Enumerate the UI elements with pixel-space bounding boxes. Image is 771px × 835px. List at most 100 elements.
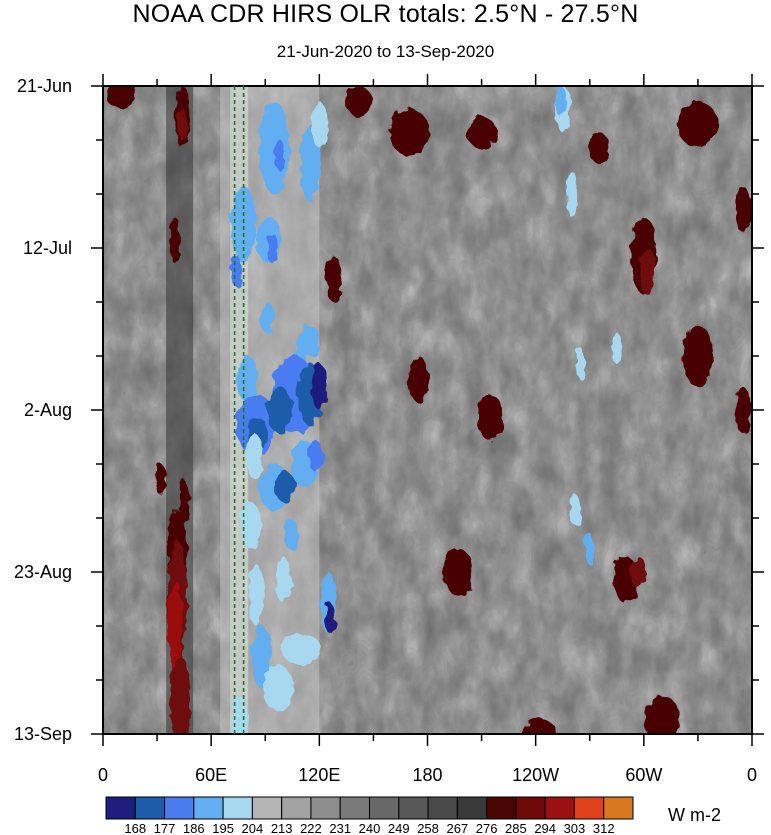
x-tick-label: 120E xyxy=(298,765,340,785)
colorbar-swatch xyxy=(544,796,575,820)
x-tick-label: 180 xyxy=(412,765,442,785)
high-olr-patch xyxy=(346,86,372,117)
chart-title: NOAA CDR HIRS OLR totals: 2.5°N - 27.5°N xyxy=(132,0,639,28)
y-tick-label: 2-Aug xyxy=(24,400,72,420)
low-olr-patch xyxy=(275,556,291,603)
low-olr-patch xyxy=(570,494,581,526)
colorbar-label: 222 xyxy=(300,821,322,835)
x-tick-label: 120W xyxy=(512,765,559,785)
colorbar-label: 294 xyxy=(534,821,556,835)
low-olr-patch xyxy=(308,440,324,472)
low-olr-patch xyxy=(262,664,294,711)
low-olr-patch xyxy=(311,101,327,148)
x-tick-label: 0 xyxy=(747,765,757,785)
high-olr-patch xyxy=(105,86,137,110)
high-olr-patch xyxy=(167,579,183,673)
high-olr-patch xyxy=(179,479,190,526)
y-tick-label: 13-Sep xyxy=(14,724,72,744)
colorbar-label: 249 xyxy=(388,821,410,835)
colorbar-swatch xyxy=(281,796,312,820)
colorbar-swatch xyxy=(164,796,195,820)
colorbar-swatch xyxy=(603,796,634,820)
colorbar-swatch xyxy=(105,796,136,820)
olr-field xyxy=(103,86,752,734)
colorbar-label: 177 xyxy=(154,821,176,835)
colorbar-label: 312 xyxy=(593,821,615,835)
colorbar-label: 168 xyxy=(124,821,146,835)
low-olr-patch xyxy=(281,633,322,665)
colorbar-label: 258 xyxy=(417,821,439,835)
colorbar-swatch xyxy=(339,796,371,820)
low-olr-patch xyxy=(555,86,566,117)
colorbar-label: 213 xyxy=(271,821,293,835)
low-olr-patch xyxy=(584,533,595,565)
low-olr-patch xyxy=(259,302,275,333)
high-olr-patch xyxy=(735,186,751,233)
low-olr-patch xyxy=(267,232,278,264)
colorbar-label: 231 xyxy=(329,821,351,835)
high-olr-patch xyxy=(477,394,504,441)
high-olr-patch xyxy=(735,386,751,434)
colorbar-label: 186 xyxy=(183,821,205,835)
colorbar-swatch xyxy=(134,796,166,820)
high-olr-patch xyxy=(326,255,342,302)
colorbar-label: 195 xyxy=(212,821,234,835)
colorbar-swatch xyxy=(398,796,429,820)
low-olr-patch xyxy=(231,255,242,287)
high-olr-patch xyxy=(644,695,680,734)
low-olr-patch xyxy=(248,564,264,627)
colorbar-swatch xyxy=(251,796,283,820)
colorbar-swatch xyxy=(456,796,488,820)
x-tick-label: 60W xyxy=(625,765,662,785)
low-olr-patch xyxy=(259,101,290,194)
y-tick-label: 23-Aug xyxy=(14,562,72,582)
colorbar-swatch xyxy=(486,796,517,820)
low-olr-patch xyxy=(230,186,257,264)
chart-subtitle: 21-Jun-2020 to 13-Sep-2020 xyxy=(276,42,495,61)
low-olr-patch xyxy=(566,170,577,218)
colorbar-swatch xyxy=(573,796,605,820)
high-olr-patch xyxy=(170,656,191,734)
colorbar-label: 285 xyxy=(505,821,527,835)
high-olr-patch xyxy=(466,116,497,148)
low-olr-patch xyxy=(274,140,285,171)
low-olr-patch xyxy=(282,518,299,549)
high-olr-patch xyxy=(682,325,714,387)
high-olr-patch xyxy=(588,132,609,164)
high-olr-patch xyxy=(639,248,656,295)
low-olr-patch xyxy=(611,332,622,364)
low-olr-patch xyxy=(240,502,261,549)
high-olr-patch xyxy=(630,556,646,588)
high-olr-patch xyxy=(170,217,181,264)
high-olr-patch xyxy=(521,718,557,734)
colorbar-units: W m-2 xyxy=(668,805,721,825)
high-olr-patch xyxy=(177,109,188,140)
high-olr-patch xyxy=(677,101,719,148)
x-tick-label: 60E xyxy=(195,765,227,785)
colorbar-swatch xyxy=(310,796,341,820)
low-olr-patch xyxy=(575,348,586,380)
colorbar-swatch xyxy=(515,796,546,820)
colorbar-swatch xyxy=(427,796,458,820)
colorbar-label: 240 xyxy=(359,821,381,835)
low-olr-patch xyxy=(274,471,296,503)
low-olr-patch xyxy=(246,433,263,480)
colorbar-swatch xyxy=(369,796,400,820)
low-olr-patch xyxy=(311,363,327,410)
high-olr-patch xyxy=(443,548,474,596)
low-olr-patch xyxy=(325,602,336,634)
high-olr-patch xyxy=(408,356,429,403)
high-olr-patch xyxy=(389,109,430,156)
colorbar-label: 303 xyxy=(564,821,586,835)
high-olr-patch xyxy=(155,464,166,495)
colorbar-label: 204 xyxy=(242,821,264,835)
colorbar-label: 267 xyxy=(446,821,468,835)
y-tick-label: 21-Jun xyxy=(17,76,72,96)
low-olr-patch xyxy=(237,356,258,403)
colorbar-swatch xyxy=(193,796,224,820)
colorbar-label: 276 xyxy=(476,821,498,835)
x-tick-label: 0 xyxy=(98,765,108,785)
y-tick-label: 12-Jul xyxy=(23,238,72,258)
colorbar-swatch xyxy=(222,796,253,820)
